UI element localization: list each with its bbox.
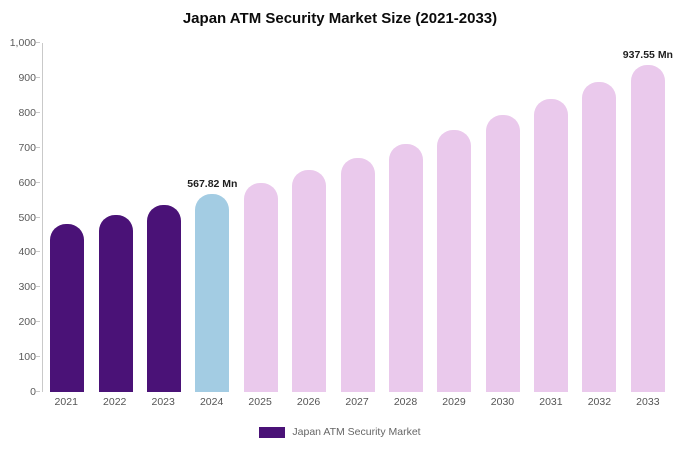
y-tick-mark [36,111,40,113]
y-tick-label: 0 [30,386,36,398]
x-tick-label: 2031 [539,396,563,408]
bar-2023[interactable] [146,204,181,392]
bar-2026[interactable] [292,170,327,392]
y-tick-mark [36,286,40,288]
y-tick-mark [36,216,40,218]
y-tick-label: 300 [18,281,36,294]
bar-2031[interactable] [534,99,569,392]
bar-2032[interactable] [582,82,617,392]
y-axis: 0 100 200 300 400 500 600 700 800 900 1,000 [0,37,40,398]
y-tick-label: 800 [18,106,36,119]
x-tick-label: 2033 [636,396,660,408]
bar-2029[interactable] [437,130,472,392]
bar-column-2033: 937.55 Mn [622,43,673,392]
x-tick-label: 2022 [103,396,127,408]
bar-column-2030 [479,43,527,392]
y-tick-mark [36,321,40,323]
bar-2022[interactable] [98,214,133,392]
legend: Japan ATM Security Market [0,426,680,438]
x-tick-label: 2028 [393,396,418,408]
bar-2025[interactable] [243,182,278,392]
legend-label: Japan ATM Security Market [292,426,421,438]
x-tick-label: 2024 [199,396,224,408]
y-tick-label: 400 [18,246,36,259]
y-tick-mark [36,251,40,253]
bar-column-2024: 567.82 Mn [187,43,238,392]
bar-column-2031 [527,43,575,392]
x-tick-label: 2032 [587,396,612,408]
bar-2024[interactable] [195,193,230,392]
bar-value-label: 937.55 Mn [622,48,673,61]
bar-column-2026 [285,43,333,392]
bar-column-2029 [430,43,478,392]
x-tick-label: 2026 [296,396,321,408]
bar-column-2028 [382,43,430,392]
bar-column-2022 [91,43,139,392]
x-tick-label: 2029 [442,396,466,408]
x-tick-label: 2030 [490,396,515,408]
chart-title: Japan ATM Security Market Size (2021-203… [182,10,498,27]
bar-column-2032 [575,43,623,392]
bar-column-2023 [140,43,188,392]
y-tick-label: 900 [18,71,36,84]
y-tick-label: 100 [18,351,36,364]
y-tick-label: 1,000 [9,37,36,49]
y-tick-label: 700 [18,141,36,154]
legend-swatch [259,426,286,438]
bar-2030[interactable] [485,115,520,392]
bar-2028[interactable] [388,144,423,392]
bar-column-2021 [43,43,91,392]
y-tick-mark [36,146,40,148]
bar-value-label: 567.82 Mn [187,177,238,190]
y-tick-label: 600 [18,176,36,189]
x-tick-label: 2025 [248,396,272,408]
x-tick-label: 2021 [54,396,78,408]
x-tick-label: 2027 [345,396,369,408]
plot-area: 567.82 Mn 937.55 Mn [42,43,673,392]
y-tick-mark [36,76,40,78]
bar-2027[interactable] [340,157,375,392]
y-tick-mark [36,181,40,183]
x-tick-label: 2023 [151,396,175,408]
bar-2033[interactable] [630,64,665,392]
y-tick-mark [36,391,40,392]
y-tick-mark [36,42,40,43]
y-tick-mark [36,356,40,358]
bar-column-2027 [333,43,381,392]
y-tick-label: 200 [18,316,36,329]
bar-2021[interactable] [50,224,85,392]
y-tick-label: 500 [18,211,36,224]
bar-column-2025 [237,43,285,392]
x-axis: 2021 2022 2023 2024 2025 2026 2027 2028 2029 2030… [42,396,672,408]
